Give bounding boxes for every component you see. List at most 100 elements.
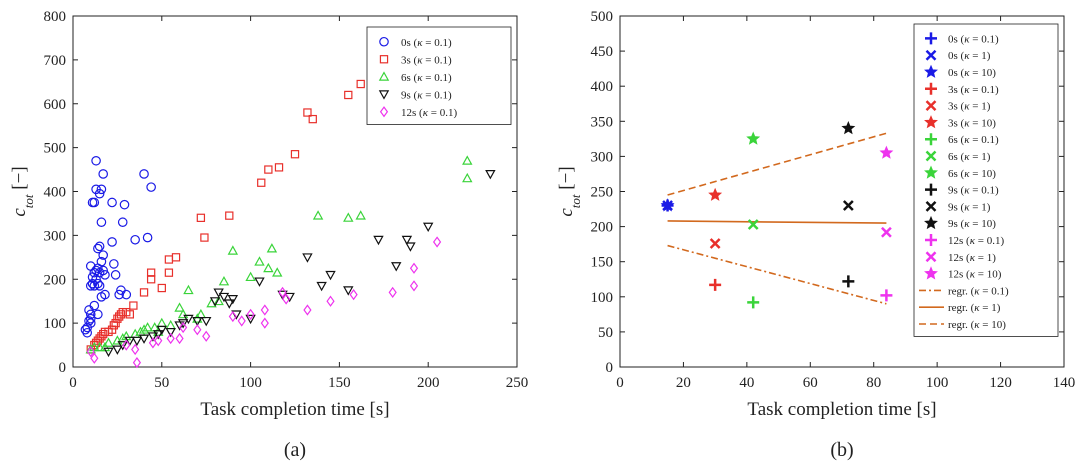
- data-point: [254, 256, 265, 266]
- y-tick-label: 500: [44, 141, 67, 157]
- x-tick-label: 200: [417, 375, 440, 391]
- data-point: [325, 270, 336, 281]
- data-point: [193, 324, 202, 336]
- data-point: [237, 315, 246, 327]
- data-point: [842, 275, 855, 288]
- data-point: [880, 289, 893, 302]
- legend-marker: [924, 115, 938, 129]
- data-point: [84, 316, 94, 326]
- data-point: [485, 169, 496, 180]
- legend-marker: [925, 49, 937, 61]
- x-tick-label: 40: [739, 375, 754, 391]
- x-axis-label: Task completion time [s]: [200, 399, 389, 420]
- data-point: [131, 336, 143, 347]
- data-point: [388, 286, 397, 299]
- legend-entry-label: regr. (κ = 1): [948, 302, 1001, 314]
- data-point: [391, 262, 402, 272]
- data-point: [213, 295, 224, 306]
- data-point: [139, 288, 149, 297]
- data-point: [110, 270, 121, 280]
- data-point: [103, 347, 114, 358]
- legend-entry-label: 9s (κ = 0.1): [948, 185, 999, 197]
- data-point: [100, 270, 110, 280]
- data-point: [156, 325, 168, 336]
- data-point: [405, 242, 416, 252]
- series: [85, 155, 473, 354]
- data-point: [401, 235, 413, 246]
- data-point: [98, 265, 108, 276]
- x-axis-label: Task completion time [s]: [747, 399, 936, 420]
- x-tick-label: 60: [803, 375, 818, 391]
- data-point: [196, 213, 206, 222]
- data-point: [746, 131, 761, 145]
- legend-entry-label: 0s (κ = 0.1): [948, 33, 999, 45]
- data-point: [462, 172, 473, 183]
- series: [880, 289, 893, 302]
- legend-entry-label: regr. (κ = 10): [948, 319, 1006, 331]
- data-point: [200, 233, 209, 242]
- data-point: [94, 188, 105, 199]
- data-point: [349, 288, 358, 301]
- data-point: [409, 262, 419, 274]
- y-tick-label: 150: [591, 255, 614, 271]
- data-point: [107, 197, 117, 208]
- data-point: [303, 108, 312, 117]
- data-point: [93, 309, 103, 320]
- legend-entry-label: 0s (κ = 1): [948, 50, 991, 62]
- data-point: [179, 321, 188, 334]
- data-point: [122, 339, 131, 351]
- data-point: [138, 324, 150, 334]
- y-tick-label: 200: [591, 220, 614, 236]
- legend-marker: [924, 64, 938, 78]
- y-tick-label: 0: [606, 360, 614, 376]
- data-point: [303, 304, 312, 316]
- data-point: [142, 322, 153, 332]
- y-tick-label: 300: [44, 228, 67, 244]
- data-point: [177, 319, 189, 329]
- legend-marker: [925, 201, 937, 212]
- data-point: [344, 90, 353, 100]
- data-point: [119, 199, 130, 210]
- data-point: [131, 343, 140, 356]
- data-point: [462, 155, 473, 165]
- data-point: [146, 268, 156, 277]
- data-point: [93, 278, 103, 289]
- legend-entry-label: 0s (κ = 10): [948, 67, 996, 79]
- data-point: [747, 296, 760, 309]
- data-point: [146, 182, 156, 192]
- data-point: [116, 310, 126, 319]
- legend-marker: [925, 133, 937, 146]
- data-point: [114, 289, 124, 300]
- legend-marker: [924, 215, 938, 230]
- data-point: [177, 308, 189, 319]
- data-point: [708, 187, 723, 201]
- regression-line: [667, 220, 887, 224]
- panel-a-scatter-chart: 0 50 100 150 200 250 0 100 200 300 400 500 600 700 800…: [9, 9, 528, 461]
- data-point: [842, 200, 854, 211]
- data-point: [373, 235, 384, 246]
- y-tick-label: 200: [44, 272, 67, 288]
- data-point: [103, 337, 114, 347]
- legend-marker: [925, 150, 937, 162]
- data-point: [660, 198, 675, 212]
- legend: 0s (κ = 0.1) 3s (κ = 0.1) 6s (κ = 0.1) 9s (…: [366, 26, 512, 125]
- legend-marker: [379, 55, 389, 64]
- data-point: [147, 332, 159, 342]
- data-point: [98, 169, 108, 179]
- data-point: [86, 346, 95, 358]
- data-point: [409, 280, 419, 292]
- legend-marker: [924, 165, 938, 179]
- y-tick-label: 100: [591, 290, 614, 306]
- y-tick-label: 450: [591, 44, 614, 60]
- data-point: [881, 226, 892, 238]
- data-point: [302, 253, 313, 263]
- data-point: [89, 300, 100, 311]
- data-point: [264, 165, 273, 174]
- data-point: [171, 253, 181, 262]
- data-point: [82, 327, 93, 338]
- data-point: [709, 238, 721, 249]
- data-point: [316, 281, 327, 292]
- data-point: [312, 210, 324, 220]
- legend-entry-label: 9s (κ = 1): [948, 201, 991, 213]
- legend-entry-label: 0s (κ = 0.1): [401, 37, 452, 49]
